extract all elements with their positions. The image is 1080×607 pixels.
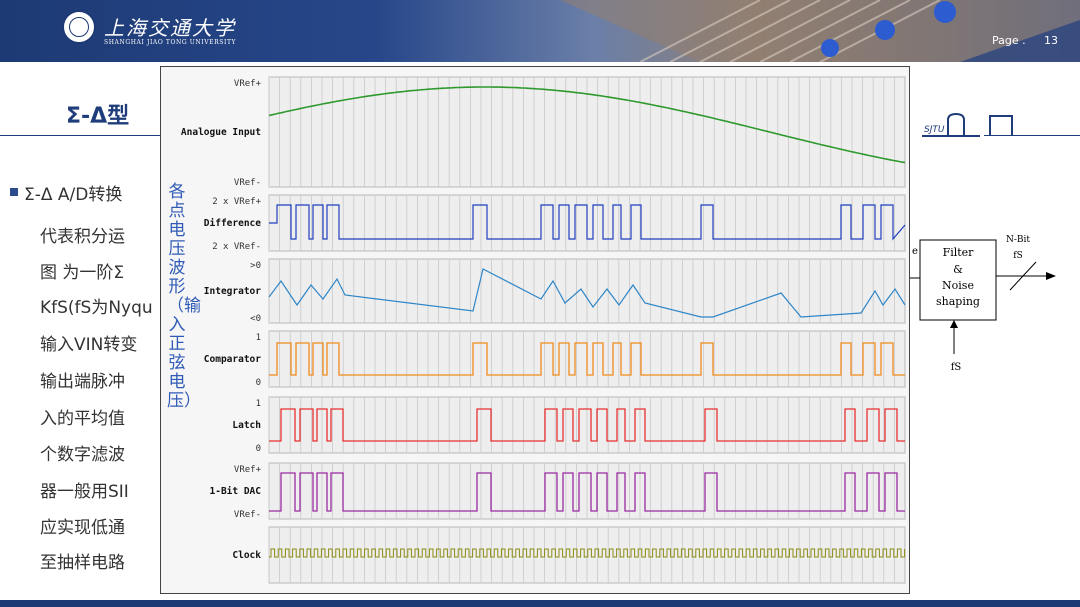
dac-trace <box>269 472 905 512</box>
page-number: 13 <box>1044 34 1058 47</box>
university-seal-icon <box>62 10 96 44</box>
block-input-label: e <box>912 246 918 257</box>
integrator-trace <box>268 268 906 318</box>
body-line: Σ-Δ A/D转换 <box>24 185 123 205</box>
channel-top-tick: VRef+ <box>234 465 262 475</box>
slide-title: Σ-Δ型 <box>66 104 130 129</box>
body-line: KfS(fS为Nyqu <box>40 298 153 318</box>
channel-bottom-tick: VRef- <box>234 510 261 520</box>
page-label: Page . <box>992 34 1026 47</box>
filter-box-line: Noise <box>942 279 974 292</box>
seal-inner-ring <box>69 17 89 37</box>
university-name-cn: 上海交通大学 <box>104 16 236 40</box>
difference-trace <box>269 204 906 241</box>
waveform-figure: Analogue Input VRef+ VRef- Difference 2 x VR… <box>160 66 910 594</box>
body-line: 器一般用SII <box>40 482 129 502</box>
body-line: 图 为一阶Σ <box>40 263 125 283</box>
filter-box <box>919 239 997 321</box>
body-line: 输入VIN转变 <box>40 335 138 355</box>
channel-top-tick: >0 <box>250 261 261 271</box>
body-line: 至抽样电路 <box>40 553 125 573</box>
body-line: 个数字滤波 <box>40 445 125 465</box>
filter-block-diagram: e Filter & Noise shaping N-Bit fS fS <box>910 235 1056 373</box>
channel-label: Comparator <box>204 354 261 365</box>
body-line: 代表积分运 <box>40 227 125 247</box>
channel-label: Difference <box>204 218 261 229</box>
body-line: 入的平均值 <box>40 409 125 429</box>
clock-arrow-icon <box>950 320 958 328</box>
filter-box-line: Filter <box>943 246 975 259</box>
filter-box-line: shaping <box>936 295 980 308</box>
sjtu-logo-icon: SJTU <box>922 112 1013 137</box>
channel-bottom-tick: VRef- <box>234 178 261 188</box>
block-output-sub: fS <box>1013 251 1023 261</box>
vertical-annotation: 各点电压波形（输入正弦电压） <box>167 182 201 411</box>
comparator-trace <box>269 342 905 376</box>
block-clock-label: fS <box>951 362 962 373</box>
channel-label: Integrator <box>204 286 261 297</box>
channel-label: 1-Bit DAC <box>210 486 262 497</box>
channel-top-tick: 2 x VRef+ <box>212 197 261 207</box>
title-underline <box>0 135 162 136</box>
block-output-label: N-Bit <box>1006 235 1030 245</box>
channel-top-tick: 1 <box>256 333 261 343</box>
header-decoration <box>560 0 1080 62</box>
filter-box-line: & <box>953 263 963 276</box>
waveform-plot: Analogue Input VRef+ VRef- Difference 2 x VR… <box>181 76 906 584</box>
latch-trace <box>269 408 905 442</box>
bullet-marker <box>10 188 18 196</box>
title-underline-right <box>984 135 1080 136</box>
body-line: 输出端脉冲 <box>40 372 125 392</box>
channel-bottom-tick: <0 <box>250 314 261 324</box>
channel-label: Latch <box>232 420 261 431</box>
body-line: 应实现低通 <box>40 518 125 538</box>
output-arrow-icon <box>1046 272 1056 280</box>
header-banner: 上海交通大学 SHANGHAI JIAO TONG UNIVERSITY Pag… <box>0 0 1080 62</box>
analogue-trace <box>268 86 906 164</box>
channel-top-tick: VRef+ <box>234 79 262 89</box>
channel-top-tick: 1 <box>256 399 261 409</box>
channel-bottom-tick: 2 x VRef- <box>212 242 261 252</box>
channel-label: Clock <box>232 550 261 561</box>
channel-bottom-tick: 0 <box>256 444 261 454</box>
channel-bottom-tick: 0 <box>256 378 261 388</box>
footer-bar <box>0 600 1080 607</box>
sjtu-logo-text: SJTU <box>924 125 945 135</box>
channel-label: Analogue Input <box>181 127 261 138</box>
clock-trace <box>269 548 906 558</box>
university-name-en: SHANGHAI JIAO TONG UNIVERSITY <box>104 39 237 46</box>
